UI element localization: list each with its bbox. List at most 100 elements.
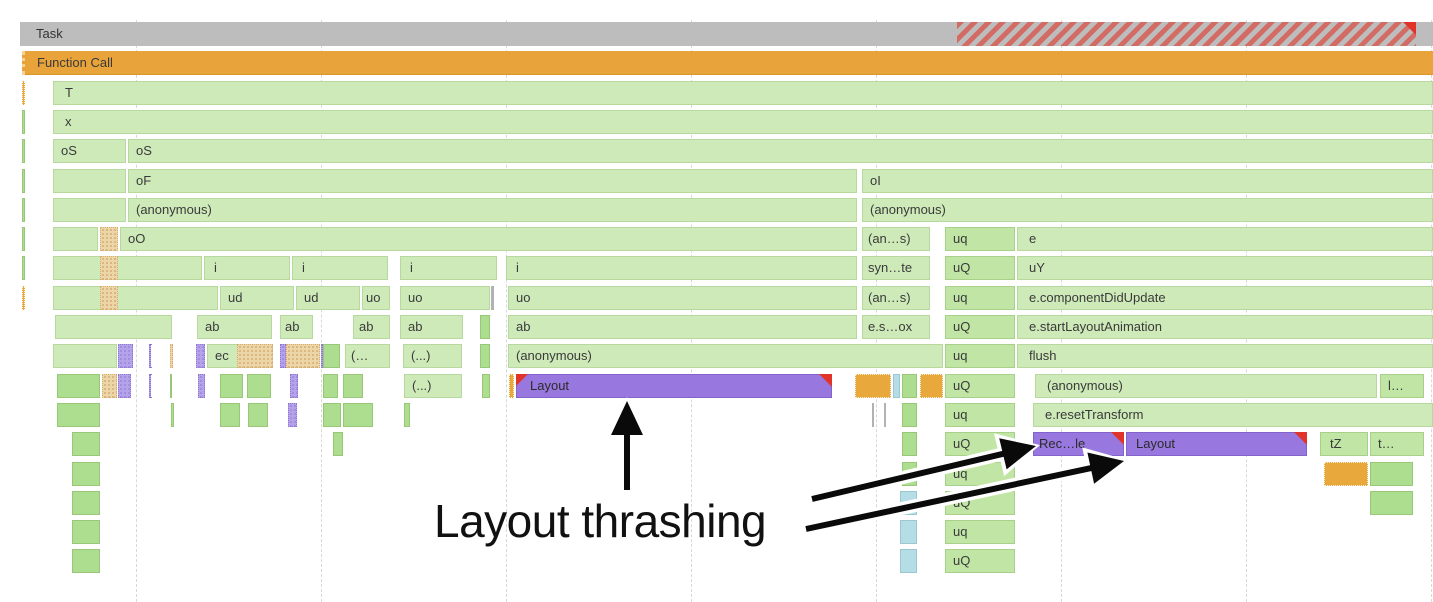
flame-bar-layout[interactable]: Layout xyxy=(516,374,832,398)
flame-bar[interactable] xyxy=(321,344,323,368)
flame-bar-[interactable]: (...) xyxy=(404,374,462,398)
flame-bar[interactable] xyxy=(884,403,886,427)
flame-bar[interactable] xyxy=(72,432,100,456)
flame-bar[interactable] xyxy=(22,169,25,193)
flame-bar-uq[interactable]: uQ xyxy=(945,256,1015,280)
flame-bar[interactable] xyxy=(198,374,205,398)
flame-bar-ab[interactable]: ab xyxy=(280,315,313,339)
flame-bar-ab[interactable]: ab xyxy=(508,315,857,339)
flame-bar-uq[interactable]: uq xyxy=(945,403,1015,427)
flame-bar[interactable] xyxy=(900,520,917,544)
flame-bar[interactable] xyxy=(290,374,298,398)
flame-bar-uq[interactable]: uq xyxy=(945,227,1015,251)
flame-bar-esox[interactable]: e.s…ox xyxy=(862,315,930,339)
flame-bar[interactable] xyxy=(280,344,286,368)
flame-bar-i[interactable]: i xyxy=(400,256,497,280)
flame-bar-l[interactable]: l… xyxy=(1380,374,1424,398)
flame-bar[interactable] xyxy=(102,374,117,398)
flame-bar[interactable] xyxy=(72,462,100,486)
flame-bar-os[interactable]: oS xyxy=(128,139,1433,163)
flame-bar-uq[interactable]: uq xyxy=(945,344,1015,368)
flame-bar[interactable] xyxy=(53,169,126,193)
flame-bar-anonymous[interactable]: (anonymous) xyxy=(128,198,857,222)
flame-bar[interactable] xyxy=(1370,491,1413,515)
flame-bar[interactable] xyxy=(22,256,25,280)
flame-bar[interactable] xyxy=(333,432,343,456)
flame-bar-eresettransform[interactable]: e.resetTransform xyxy=(1033,403,1433,427)
flame-bar[interactable] xyxy=(170,374,172,398)
flame-bar-anonymous[interactable]: (anonymous) xyxy=(862,198,1433,222)
flame-bar[interactable] xyxy=(100,256,118,280)
flame-bar-i[interactable]: i xyxy=(506,256,857,280)
flame-bar[interactable] xyxy=(22,198,25,222)
flame-bar[interactable] xyxy=(196,344,205,368)
flame-bar[interactable] xyxy=(920,374,943,398)
flame-bar-uq[interactable]: uq xyxy=(945,462,1015,486)
flame-bar[interactable] xyxy=(247,374,271,398)
flame-bar[interactable] xyxy=(480,315,490,339)
flame-bar-uq[interactable]: uQ xyxy=(945,491,1015,515)
flame-bar[interactable] xyxy=(22,286,25,310)
flame-bar[interactable] xyxy=(53,286,218,310)
flame-bar[interactable] xyxy=(53,256,202,280)
flame-bar[interactable] xyxy=(171,403,174,427)
flame-bar[interactable] xyxy=(55,315,172,339)
flame-bar[interactable] xyxy=(53,344,117,368)
flame-bar-of[interactable]: oF xyxy=(128,169,857,193)
flame-bar[interactable] xyxy=(118,374,131,398)
flame-bar[interactable] xyxy=(288,403,297,427)
flame-bar[interactable] xyxy=(343,403,373,427)
flame-bar-uo[interactable]: uo xyxy=(362,286,390,310)
flame-bar[interactable] xyxy=(343,374,363,398)
flame-bar-flush[interactable]: flush xyxy=(1017,344,1433,368)
flame-bar[interactable] xyxy=(1370,462,1413,486)
flame-bar[interactable] xyxy=(72,520,100,544)
flame-bar[interactable] xyxy=(57,403,100,427)
flame-bar-ab[interactable]: ab xyxy=(400,315,463,339)
flame-bar[interactable] xyxy=(893,374,900,398)
flame-bar[interactable] xyxy=(482,374,490,398)
flame-bar[interactable] xyxy=(480,344,490,368)
flame-bar[interactable] xyxy=(404,403,410,427)
flame-bar-tz[interactable]: tZ xyxy=(1320,432,1368,456)
flame-bar-uy[interactable]: uY xyxy=(1017,256,1433,280)
flame-bar-os[interactable]: oS xyxy=(53,139,126,163)
flame-bar-uq[interactable]: uQ xyxy=(945,432,1015,456)
flame-bar[interactable] xyxy=(72,549,100,573)
flame-bar[interactable] xyxy=(491,286,494,310)
flame-bar[interactable] xyxy=(286,344,320,368)
flame-bar[interactable] xyxy=(22,110,25,134)
flame-bar[interactable] xyxy=(1324,462,1368,486)
flame-bar[interactable] xyxy=(53,198,126,222)
flame-bar-[interactable]: (… xyxy=(345,344,390,368)
flame-bar-functioncall[interactable]: Function Call xyxy=(22,51,1433,75)
flame-bar-synte[interactable]: syn…te xyxy=(862,256,930,280)
flame-bar-ans[interactable]: (an…s) xyxy=(862,286,930,310)
flame-bar-ud[interactable]: ud xyxy=(296,286,360,310)
flame-bar-ud[interactable]: ud xyxy=(220,286,294,310)
flame-bar-[interactable]: (...) xyxy=(403,344,462,368)
flame-bar[interactable] xyxy=(509,374,514,398)
flame-bar[interactable] xyxy=(170,344,173,368)
flame-bar[interactable] xyxy=(902,403,917,427)
flame-bar[interactable] xyxy=(100,286,118,310)
flame-bar[interactable] xyxy=(22,139,25,163)
flame-bar-oo[interactable]: oO xyxy=(120,227,857,251)
flame-bar-layout[interactable]: Layout xyxy=(1126,432,1307,456)
flame-bar[interactable] xyxy=(248,403,268,427)
flame-bar-uq[interactable]: uQ xyxy=(945,315,1015,339)
flame-bar[interactable] xyxy=(323,403,341,427)
flame-bar[interactable] xyxy=(902,432,917,456)
flame-bar-recle[interactable]: Rec…le xyxy=(1033,432,1124,456)
flame-bar-uq[interactable]: uQ xyxy=(945,374,1015,398)
flame-bar[interactable] xyxy=(22,81,25,105)
flame-bar-estartlayoutanimation[interactable]: e.startLayoutAnimation xyxy=(1017,315,1433,339)
flame-bar[interactable] xyxy=(902,374,917,398)
flame-bar-ab[interactable]: ab xyxy=(353,315,390,339)
flame-bar-t[interactable]: T xyxy=(53,81,1433,105)
flame-bar[interactable] xyxy=(323,374,338,398)
flame-bar-uq[interactable]: uQ xyxy=(945,549,1015,573)
flame-bar-task[interactable]: Task xyxy=(20,22,1433,46)
flame-bar[interactable] xyxy=(100,227,118,251)
flame-bar[interactable] xyxy=(149,374,151,398)
